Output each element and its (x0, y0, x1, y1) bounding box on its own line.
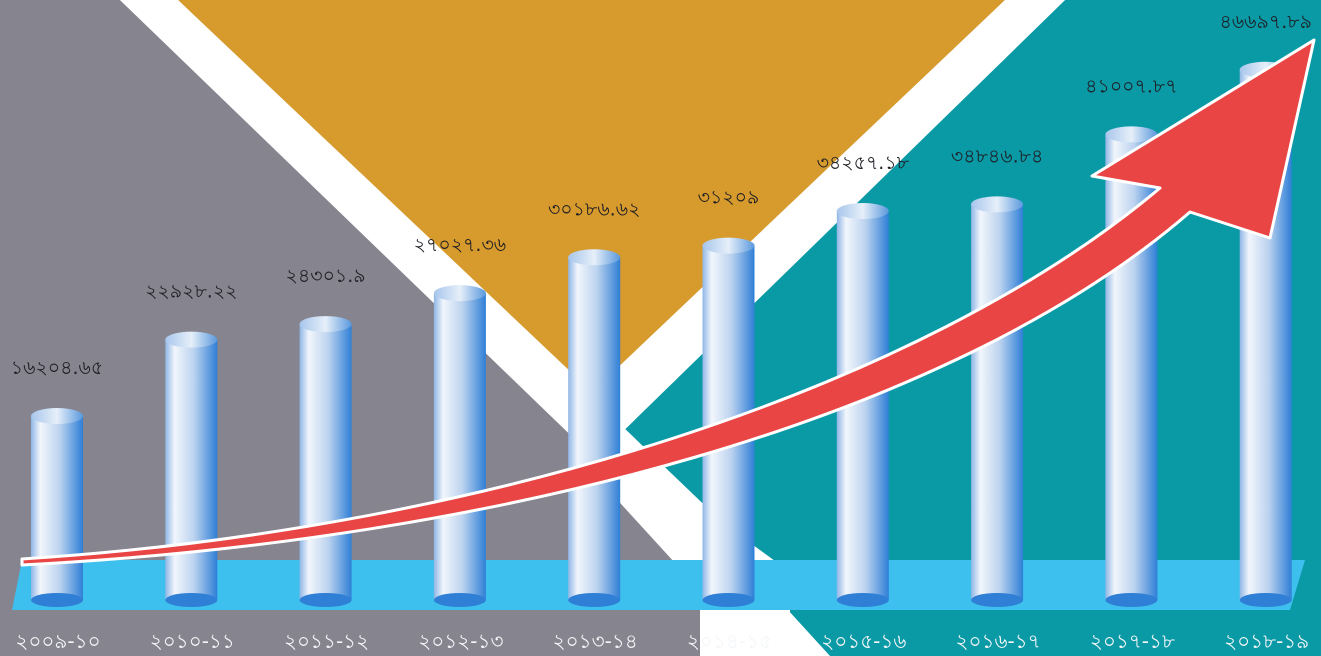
bar-body (568, 257, 621, 600)
value-label: ৩১২০৯ (698, 187, 760, 209)
value-label: ৪৬৬৯৭.৮৯ (1219, 11, 1311, 33)
bar-base (971, 593, 1024, 607)
bar-base (165, 593, 218, 607)
bar-3 (299, 316, 352, 607)
value-label: ২৭০২৭.৩৬ (414, 234, 507, 256)
background-panel-top (178, 0, 1005, 392)
bar-body (299, 324, 352, 600)
bar-cap (971, 196, 1024, 213)
bar-cap (568, 249, 621, 266)
bar-2 (165, 331, 218, 607)
bar-cap (31, 408, 83, 425)
x-tick-label: ২০১৮-১৯ (1224, 629, 1309, 653)
x-tick-label: ২০১১-১২ (284, 629, 369, 653)
value-labels: ১৬২০৪.৬৫ ২২৯২৮.২২ ২৪৩০১.৯ ২৭০২৭.৩৬ ৩০১৮৬.৬২ ৩… (11, 11, 1312, 379)
bar-cap (433, 285, 486, 302)
x-tick-label: ২০১৩-১৪ (553, 629, 638, 653)
bar-cap (165, 331, 218, 348)
value-label: ৪১০০৭.৮৭ (1085, 75, 1177, 97)
bar-base (433, 593, 486, 607)
bar-body (971, 204, 1024, 600)
x-tick-label: ২০১৫-১৬ (821, 629, 906, 653)
bar-base (299, 593, 352, 607)
bar-body (31, 416, 83, 600)
value-label: ৩৪৮৪৬.৮৪ (951, 145, 1043, 167)
background-divider-right (580, 0, 1065, 442)
bar-cap (702, 237, 755, 254)
bar-cap (299, 316, 352, 333)
bar-cap (1105, 126, 1158, 143)
value-label: ৩০১৮৬.৬২ (548, 198, 640, 220)
x-tick-label: ২০০৯-১০ (15, 629, 100, 653)
x-tick-label: ২০১৭-১৮ (1090, 629, 1175, 653)
value-label: ২২৯২৮.২২ (145, 281, 237, 303)
trend-arrow-group (20, 38, 1316, 567)
x-axis-ticks: ২০০৯-১০ ২০১০-১১ ২০১১-১২ ২০১২-১৩ ২০১৩-১৪ ২০১৪-… (15, 629, 1309, 653)
trend-arrow (20, 38, 1316, 567)
bar-cap (836, 203, 889, 220)
bar-body (165, 339, 218, 600)
bar-base (702, 593, 755, 607)
bar-1 (31, 408, 83, 607)
x-tick-label: ২০১৬-১৭ (955, 629, 1040, 653)
bar-base (1239, 593, 1292, 607)
bar-6 (702, 237, 755, 607)
bar-5 (568, 249, 621, 607)
x-tick-label: ২০১৪-১৫ (687, 629, 772, 653)
bar-body (433, 293, 486, 600)
bar-base (568, 593, 621, 607)
value-label: ১৬২০৪.৬৫ (11, 357, 103, 379)
bar-base (1105, 593, 1158, 607)
value-label: ৩৪২৫৭.১৮ (817, 152, 910, 174)
bar-base (31, 593, 83, 607)
bar-4 (433, 285, 486, 607)
value-label: ২৪৩০১.৯ (286, 265, 366, 287)
x-tick-label: ২০১০-১১ (150, 629, 235, 653)
x-tick-label: ২০১২-১৩ (418, 629, 503, 653)
bar-base (836, 593, 889, 607)
bar-8 (971, 196, 1024, 607)
